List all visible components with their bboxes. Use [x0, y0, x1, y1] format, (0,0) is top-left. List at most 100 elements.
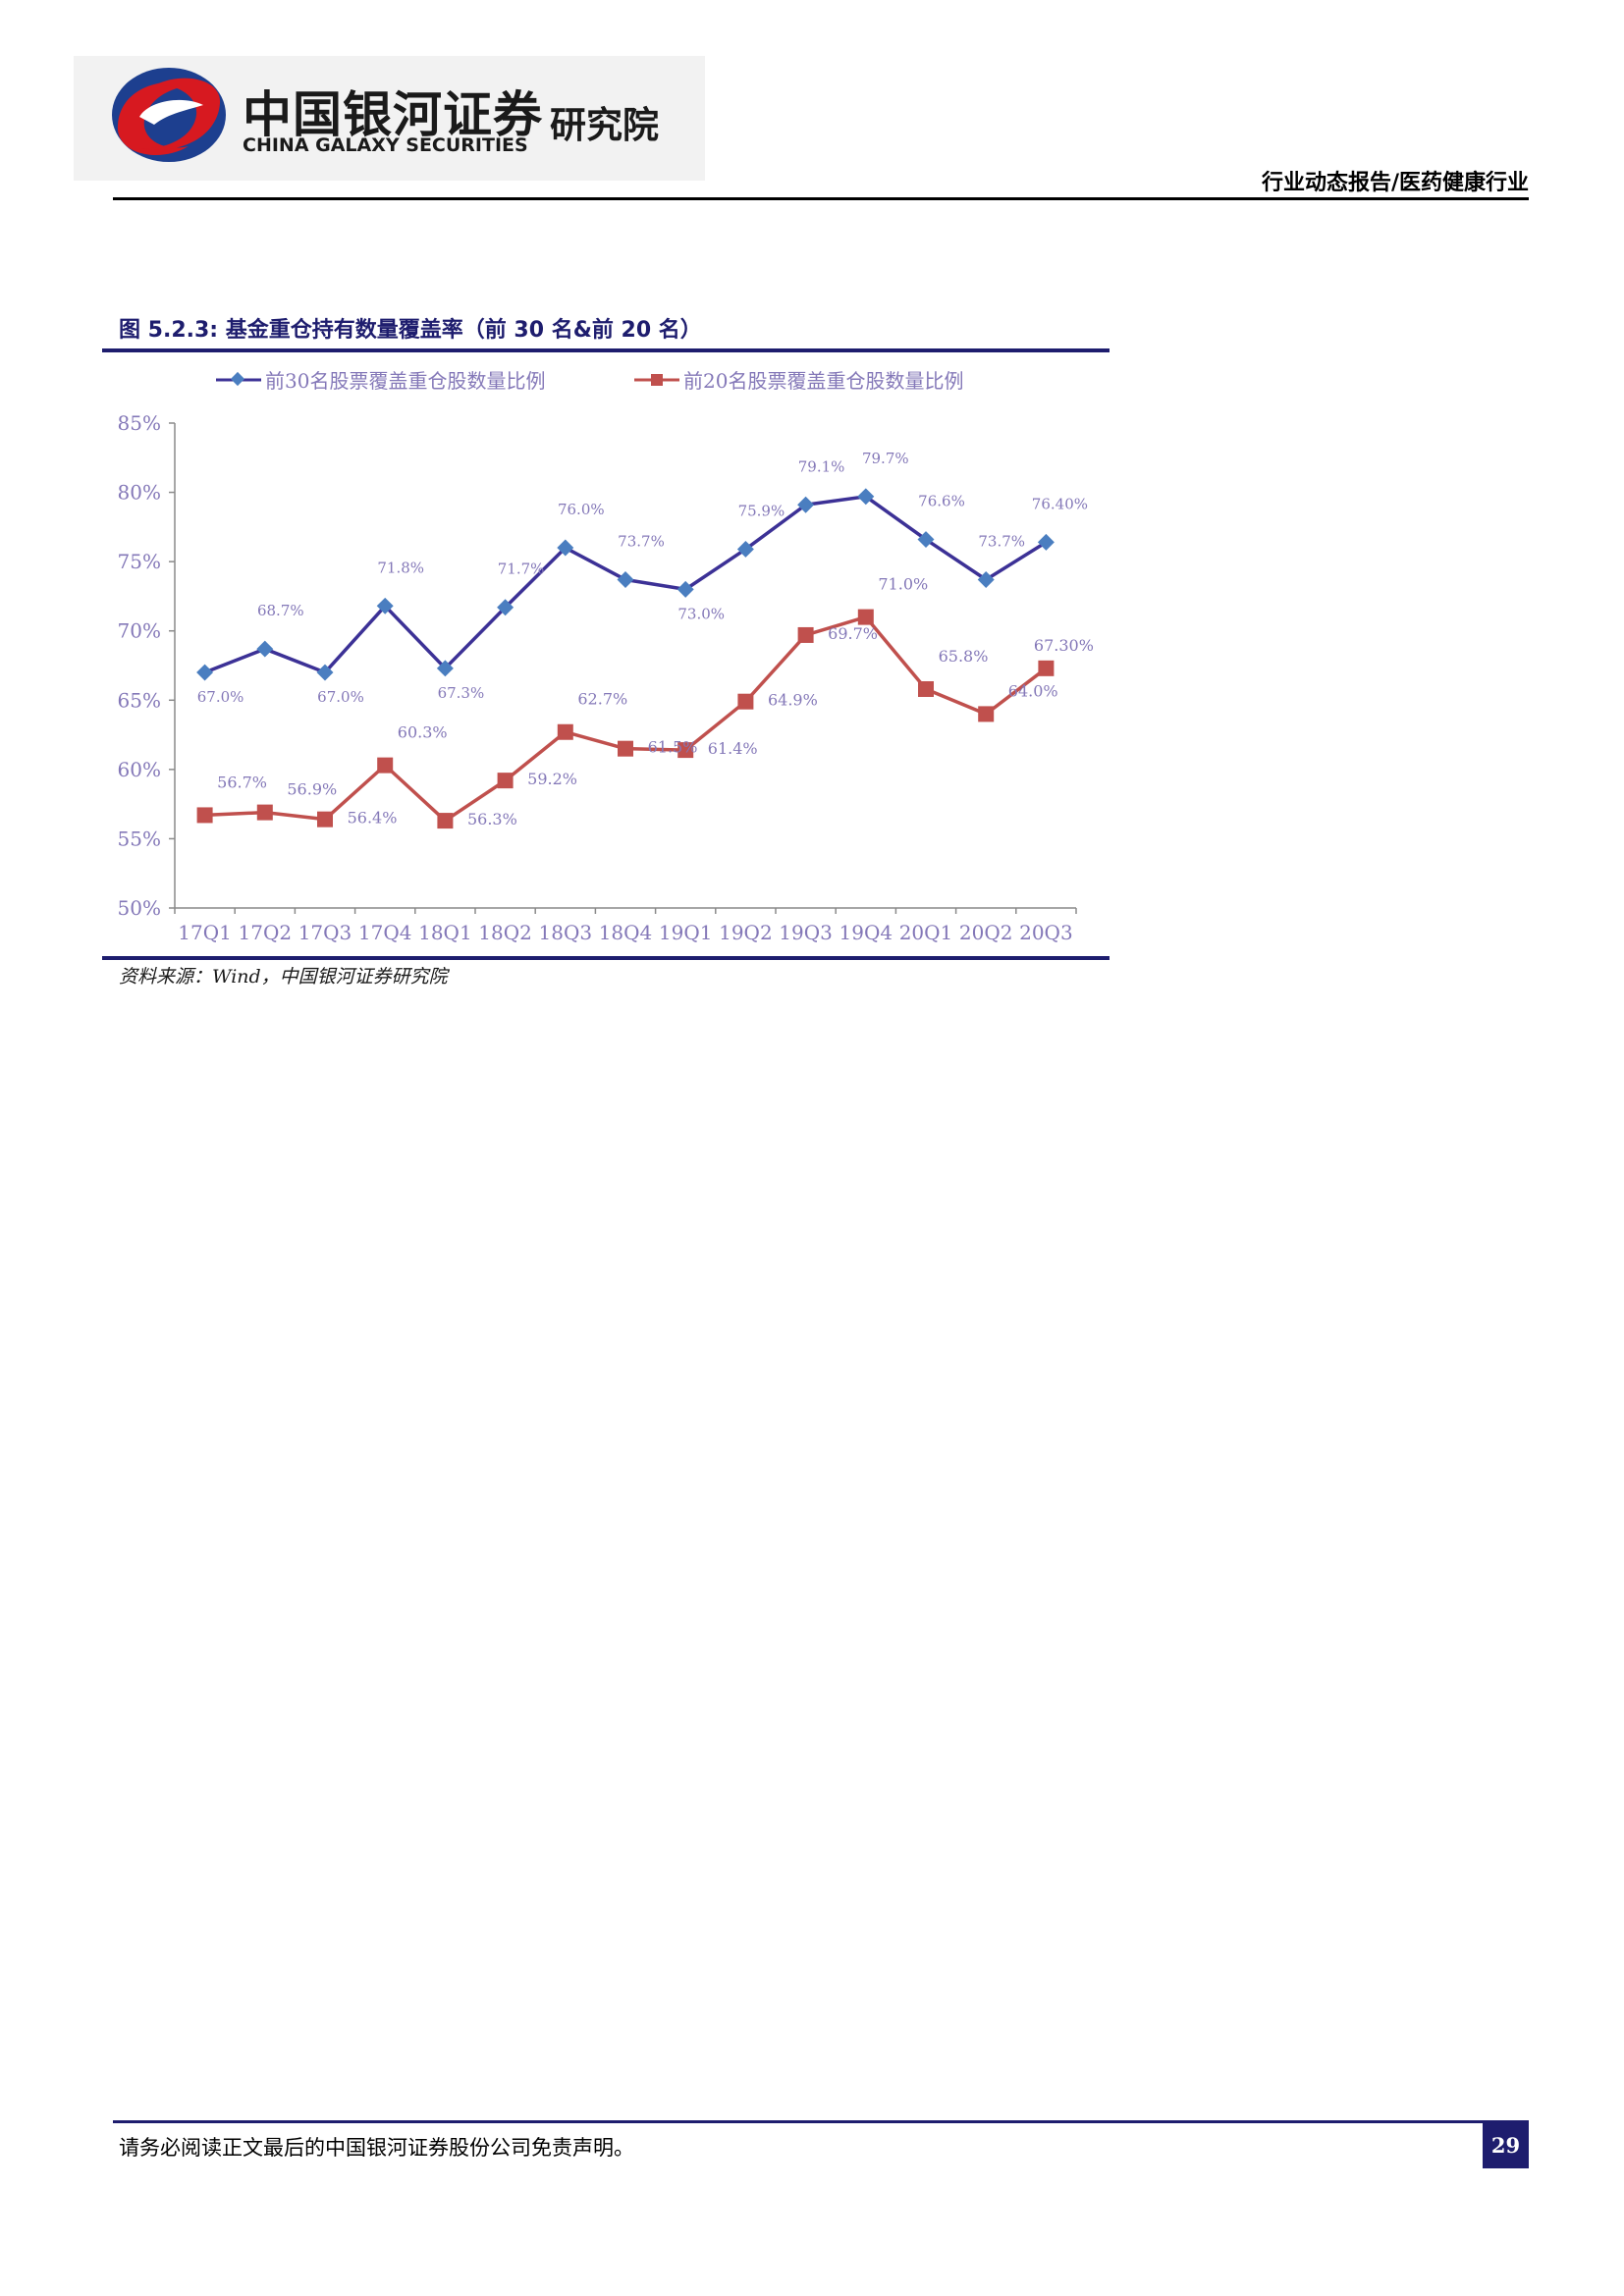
y-tick-label: 85%	[118, 411, 161, 435]
y-tick-label: 50%	[118, 896, 161, 920]
data-label-top20: 56.3%	[467, 810, 517, 828]
data-label-top30: 68.7%	[257, 602, 304, 619]
figure-top-rule	[102, 348, 1110, 352]
data-point-top30	[376, 597, 394, 614]
legend-label-top30: 前30名股票覆盖重仓股数量比例	[265, 369, 545, 393]
data-point-top20	[437, 813, 454, 829]
report-type: 行业动态报告/医药健康行业	[1261, 171, 1529, 195]
header-divider	[113, 197, 1529, 200]
y-tick-label: 65%	[118, 688, 161, 712]
data-label-top30: 67.0%	[317, 688, 364, 706]
data-label-top20: 69.7%	[828, 624, 878, 643]
footer-divider	[113, 2120, 1529, 2123]
data-point-top30	[977, 571, 995, 588]
x-tick-label: 17Q4	[358, 921, 412, 944]
y-axis-ticks: 50% 55% 60% 65% 70% 75% 80% 85%	[118, 411, 175, 920]
data-point-top20	[317, 811, 333, 828]
y-tick-label: 55%	[118, 827, 161, 850]
data-label-top30: 76.0%	[558, 501, 605, 518]
galaxy-logo-icon	[112, 68, 226, 162]
data-point-top20	[557, 723, 573, 740]
data-point-top20	[918, 680, 934, 697]
data-point-top20	[978, 706, 995, 722]
data-label-top30: 73.7%	[618, 532, 665, 550]
data-label-top20: 56.9%	[287, 780, 337, 799]
x-tick-label: 19Q1	[659, 921, 713, 944]
data-point-top30	[436, 660, 454, 677]
x-tick-label: 18Q2	[478, 921, 532, 944]
x-tick-label: 20Q1	[899, 921, 953, 944]
page-number: 29	[1483, 2122, 1529, 2168]
chart-legend: 前30名股票覆盖重仓股数量比例 前20名股票覆盖重仓股数量比例	[216, 369, 963, 393]
chart-axes	[174, 423, 1076, 909]
data-label-top20: 56.7%	[217, 773, 267, 791]
data-label-top30: 67.0%	[197, 688, 244, 706]
figure-source: 资料来源：Wind，中国银河证券研究院	[119, 966, 448, 988]
data-label-top30: 79.7%	[862, 450, 909, 467]
x-tick-label: 19Q2	[719, 921, 773, 944]
data-label-top30: 67.3%	[438, 684, 485, 702]
data-point-top30	[316, 664, 334, 681]
data-point-top30	[917, 531, 935, 549]
x-tick-label: 18Q4	[599, 921, 653, 944]
data-point-top20	[377, 757, 394, 774]
x-tick-label: 17Q1	[178, 921, 232, 944]
data-point-top20	[256, 804, 273, 821]
data-point-top30	[857, 488, 875, 506]
data-label-top20: 60.3%	[398, 723, 448, 742]
data-label-top20: 56.4%	[348, 809, 398, 828]
chart-series	[196, 488, 1055, 829]
data-point-top20	[497, 773, 514, 789]
data-point-top30	[736, 540, 754, 558]
data-labels: 67.0% 68.7% 67.0% 71.8% 67.3% 71.7% 76.0% 73.7%…	[197, 450, 1094, 828]
disclaimer-text: 请务必阅读正文最后的中国银河证券股份公司免责声明。	[119, 2136, 634, 2160]
data-point-top20	[857, 609, 874, 625]
x-tick-label: 17Q2	[239, 921, 293, 944]
y-tick-label: 60%	[118, 758, 161, 781]
data-label-top30: 75.9%	[738, 502, 785, 519]
x-tick-label: 18Q1	[418, 921, 472, 944]
data-label-top20: 65.8%	[939, 647, 989, 666]
data-point-top20	[737, 693, 754, 710]
data-point-top20	[1038, 660, 1055, 676]
figure-title: 图 5.2.3: 基金重仓持有数量覆盖率（前 30 名&前 20 名）	[119, 318, 702, 343]
data-label-top30: 73.7%	[978, 532, 1025, 550]
data-label-top30: 73.0%	[677, 605, 725, 622]
x-tick-label: 20Q2	[959, 921, 1013, 944]
institute-name: 研究院	[550, 104, 659, 146]
x-tick-label: 18Q3	[539, 921, 593, 944]
company-name-en: CHINA GALAXY SECURITIES	[243, 134, 528, 156]
legend-marker-top20	[651, 374, 663, 386]
figure-bottom-rule	[102, 956, 1110, 960]
data-label-top20: 64.0%	[1008, 681, 1058, 700]
data-label-top30: 71.7%	[498, 561, 545, 578]
data-point-top30	[617, 571, 634, 588]
data-point-top20	[797, 626, 814, 643]
y-tick-label: 70%	[118, 619, 161, 643]
data-label-top30: 79.1%	[798, 457, 845, 475]
x-tick-label: 19Q3	[779, 921, 833, 944]
data-label-top20: 61.4%	[708, 739, 758, 758]
legend-label-top20: 前20名股票覆盖重仓股数量比例	[683, 369, 963, 393]
data-label-top20: 61.5%	[648, 738, 698, 757]
y-tick-label: 80%	[118, 481, 161, 505]
line-chart: 前30名股票覆盖重仓股数量比例 前20名股票覆盖重仓股数量比例 50% 55% 60…	[118, 369, 1094, 944]
data-label-top20: 64.9%	[768, 691, 818, 710]
x-axis-ticks: 17Q1 17Q2 17Q3 17Q4 18Q1 18Q2 18Q3 18Q4 19Q1 19Q2…	[174, 908, 1077, 944]
x-tick-label: 20Q3	[1019, 921, 1073, 944]
data-point-top30	[256, 640, 274, 658]
company-name-cn: 中国银河证券	[243, 86, 543, 143]
data-point-top20	[677, 742, 694, 759]
legend-marker-top30	[230, 371, 245, 387]
data-label-top20: 62.7%	[577, 690, 627, 709]
y-tick-label: 75%	[118, 550, 161, 573]
data-point-top30	[1037, 533, 1055, 551]
x-tick-label: 17Q3	[298, 921, 352, 944]
data-point-top20	[196, 807, 213, 824]
data-label-top20: 67.30%	[1034, 636, 1094, 655]
data-label-top30: 76.40%	[1032, 495, 1088, 512]
data-label-top20: 59.2%	[527, 770, 577, 788]
data-point-top30	[677, 580, 694, 598]
data-point-top20	[618, 740, 633, 757]
data-point-top30	[797, 496, 815, 513]
